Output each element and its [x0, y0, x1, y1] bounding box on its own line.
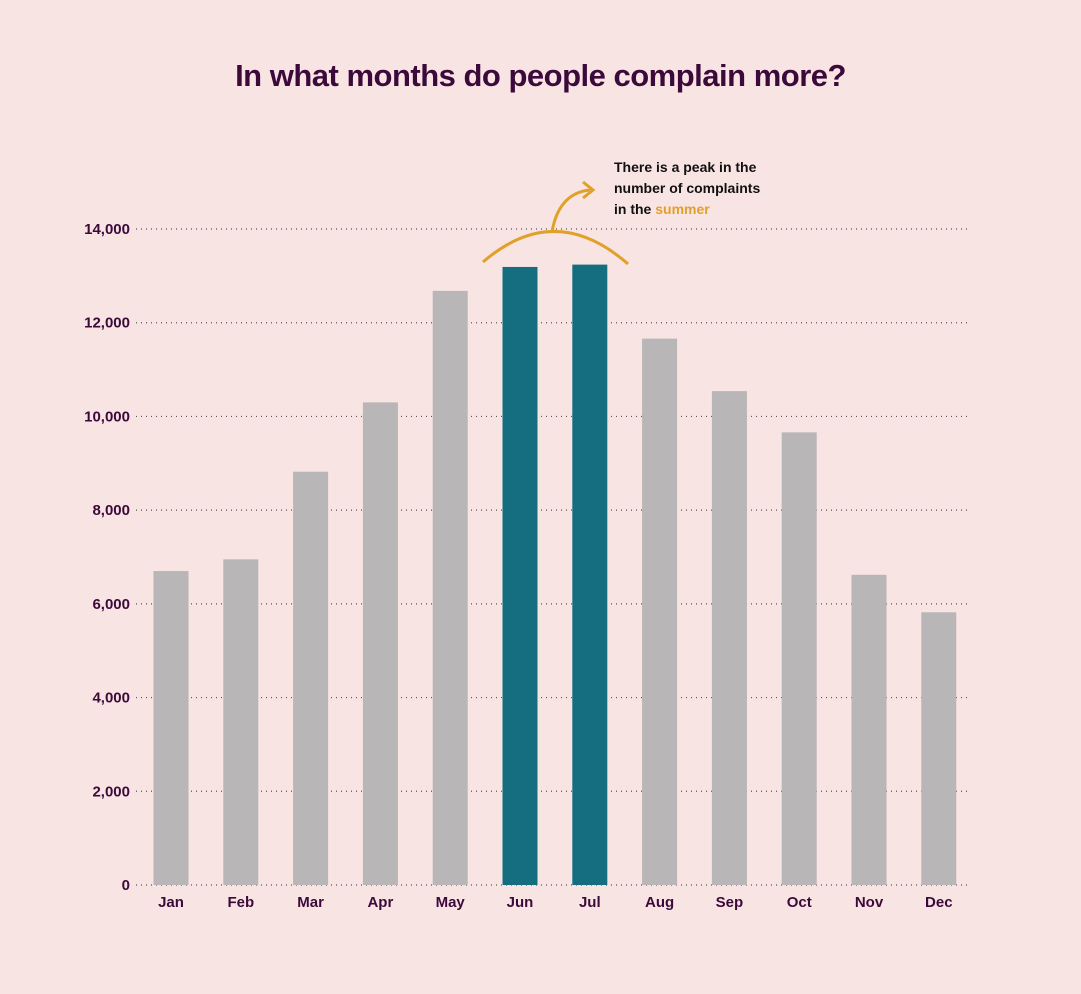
y-tick-label: 6,000 — [92, 596, 130, 613]
bar-jul — [572, 264, 608, 885]
annotation-highlight-word: summer — [655, 201, 710, 217]
annotation-arrowhead — [582, 180, 596, 200]
annotation: There is a peak in the number of complai… — [482, 159, 760, 266]
y-axis: 0 2,000 4,000 6,000 8,000 10,000 12,000 14,000 — [84, 221, 130, 894]
bar-may — [432, 290, 468, 885]
y-tick-label: 12,000 — [84, 315, 130, 332]
bar-feb — [223, 559, 259, 885]
summer-arc — [482, 230, 629, 266]
bar-apr — [362, 402, 398, 885]
x-tick-label-jun: Jun — [507, 894, 534, 911]
bar-jun — [502, 266, 538, 885]
bar-sep — [711, 391, 747, 885]
x-tick-label-aug: Aug — [645, 894, 674, 911]
bar-dec — [921, 612, 957, 885]
x-tick-label-sep: Sep — [716, 894, 744, 911]
x-tick-label-feb: Feb — [227, 894, 254, 911]
y-tick-label: 4,000 — [92, 690, 130, 707]
bar-oct — [781, 432, 817, 885]
x-tick-label-apr: Apr — [367, 894, 393, 911]
x-tick-label-may: May — [436, 894, 466, 911]
annotation-line-1: There is a peak in the — [614, 159, 757, 175]
annotation-line-2: number of complaints — [614, 180, 760, 196]
bar-aug — [642, 338, 678, 885]
annotation-line-3-text: in the — [614, 201, 655, 217]
bar-mar — [293, 471, 329, 885]
x-tick-label-dec: Dec — [925, 894, 953, 911]
x-tick-label-jan: Jan — [158, 894, 184, 911]
y-tick-label: 10,000 — [84, 408, 130, 425]
grid-layer — [136, 228, 970, 886]
bar-jan — [153, 571, 189, 885]
x-tick-label-mar: Mar — [297, 894, 324, 911]
annotation-arrow — [550, 188, 591, 233]
y-tick-label: 14,000 — [84, 221, 130, 238]
x-tick-label-nov: Nov — [855, 894, 884, 911]
x-tick-label-oct: Oct — [787, 894, 812, 911]
x-axis: Jan Feb Mar Apr May Jun Jul Aug Sep Oct Nov Dec — [158, 894, 952, 911]
annotation-line-3: in the summer — [614, 201, 710, 217]
y-tick-label: 0 — [122, 877, 130, 894]
y-tick-label: 2,000 — [92, 783, 130, 800]
bar-nov — [851, 574, 887, 885]
chart-title: In what months do people complain more? — [235, 58, 846, 93]
y-tick-label: 8,000 — [92, 502, 130, 519]
bars — [153, 264, 957, 885]
x-tick-label-jul: Jul — [579, 894, 601, 911]
